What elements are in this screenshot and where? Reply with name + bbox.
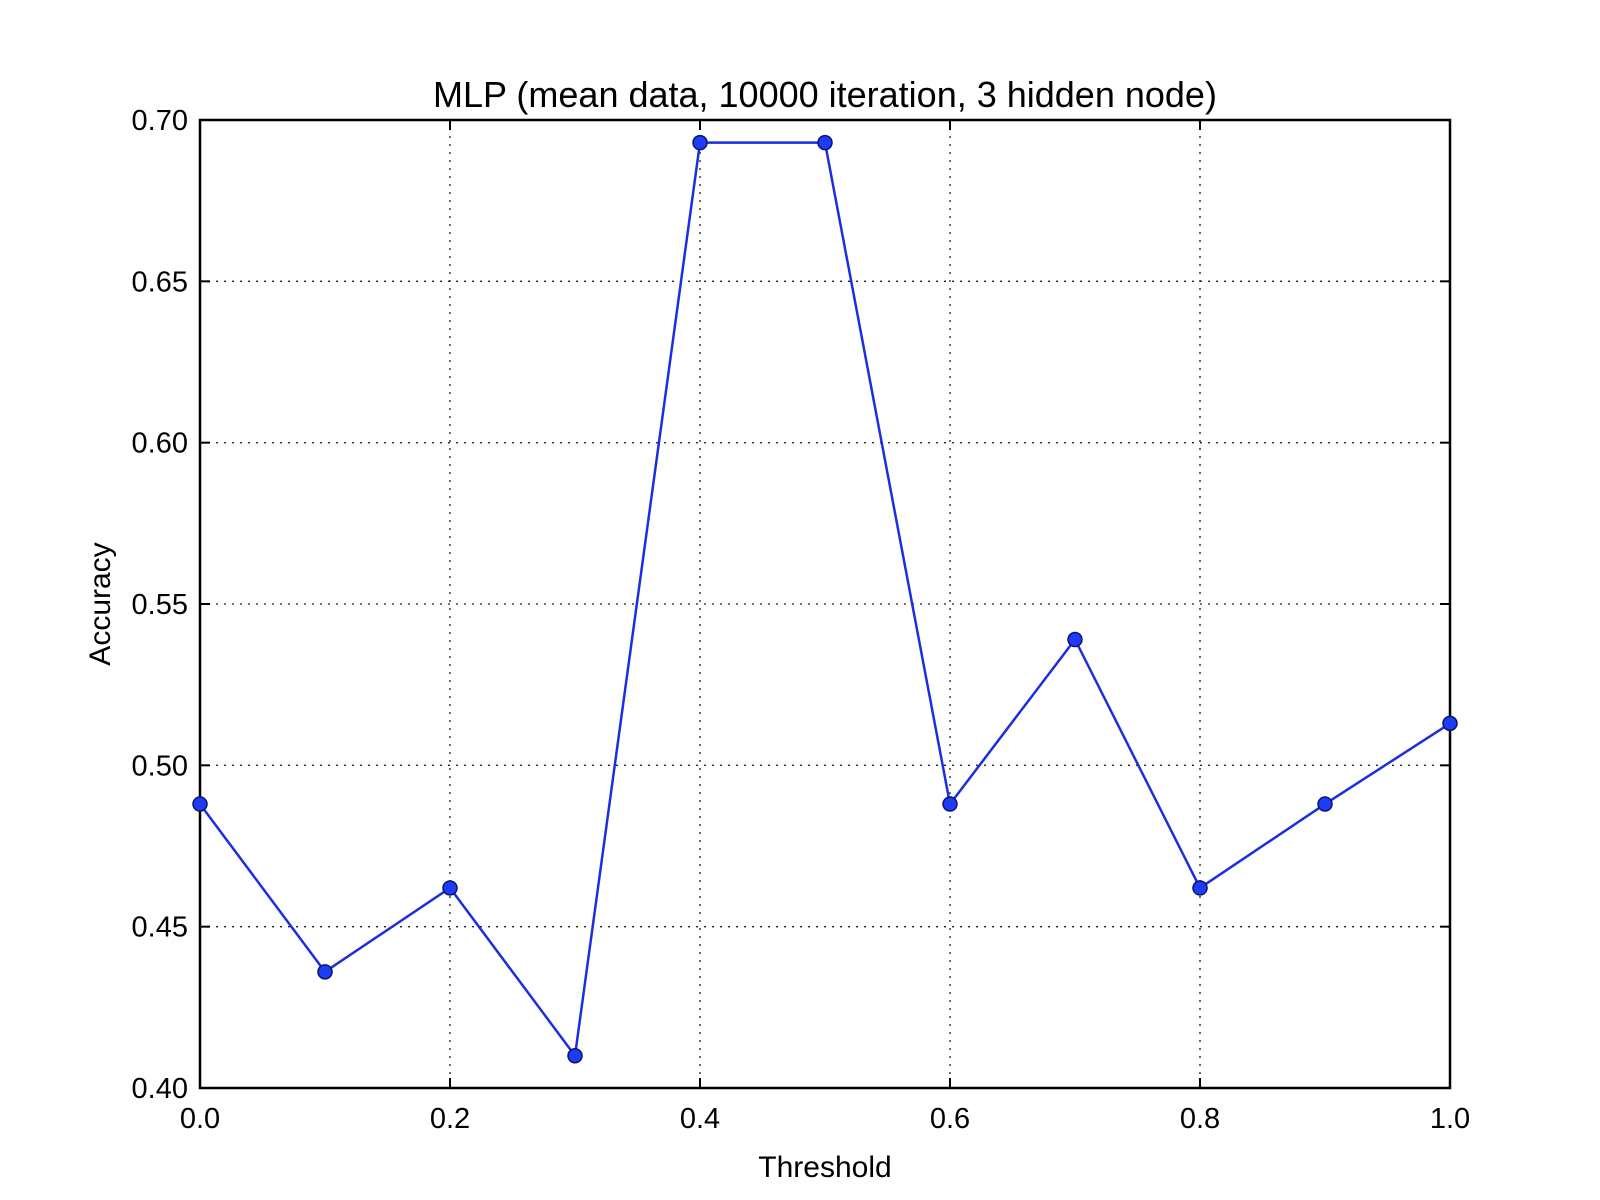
y-tick-label: 0.55 <box>132 589 188 621</box>
chart-title: MLP (mean data, 10000 iteration, 3 hidde… <box>433 74 1217 115</box>
x-tick-label: 0.2 <box>430 1103 470 1135</box>
data-point <box>942 796 958 812</box>
series-line <box>198 141 1451 1057</box>
data-point <box>1067 631 1083 648</box>
data-point <box>692 134 708 151</box>
y-tick-label: 0.45 <box>132 912 188 944</box>
y-tick-label: 0.40 <box>132 1073 188 1105</box>
series-accuracy <box>192 134 1458 1064</box>
y-tick-label: 0.65 <box>132 266 188 298</box>
grid <box>200 120 1450 1088</box>
y-tick-label: 0.50 <box>132 750 188 782</box>
data-point <box>317 964 333 980</box>
data-point <box>1192 880 1208 896</box>
data-point <box>817 134 833 151</box>
x-tick-label: 0.6 <box>930 1103 970 1135</box>
x-tick-label: 0.4 <box>680 1103 720 1135</box>
axis-ticks: 0.0 0.2 0.4 0.6 0.8 1.0 0.40 0.45 0.50 0.55 0.60 0.… <box>132 105 1471 1135</box>
y-tick-label: 0.60 <box>132 428 188 460</box>
data-point <box>1317 796 1333 812</box>
x-tick-label: 1.0 <box>1430 1103 1470 1135</box>
data-point <box>1442 715 1458 732</box>
data-point <box>192 796 208 812</box>
data-point <box>442 880 458 896</box>
y-axis-label: Accuracy <box>84 542 117 665</box>
x-axis-label: Threshold <box>758 1151 891 1184</box>
y-tick-label: 0.70 <box>132 105 188 137</box>
x-tick-label: 0.8 <box>1180 1103 1220 1135</box>
data-point <box>567 1047 583 1064</box>
x-tick-label: 0.0 <box>180 1103 220 1135</box>
